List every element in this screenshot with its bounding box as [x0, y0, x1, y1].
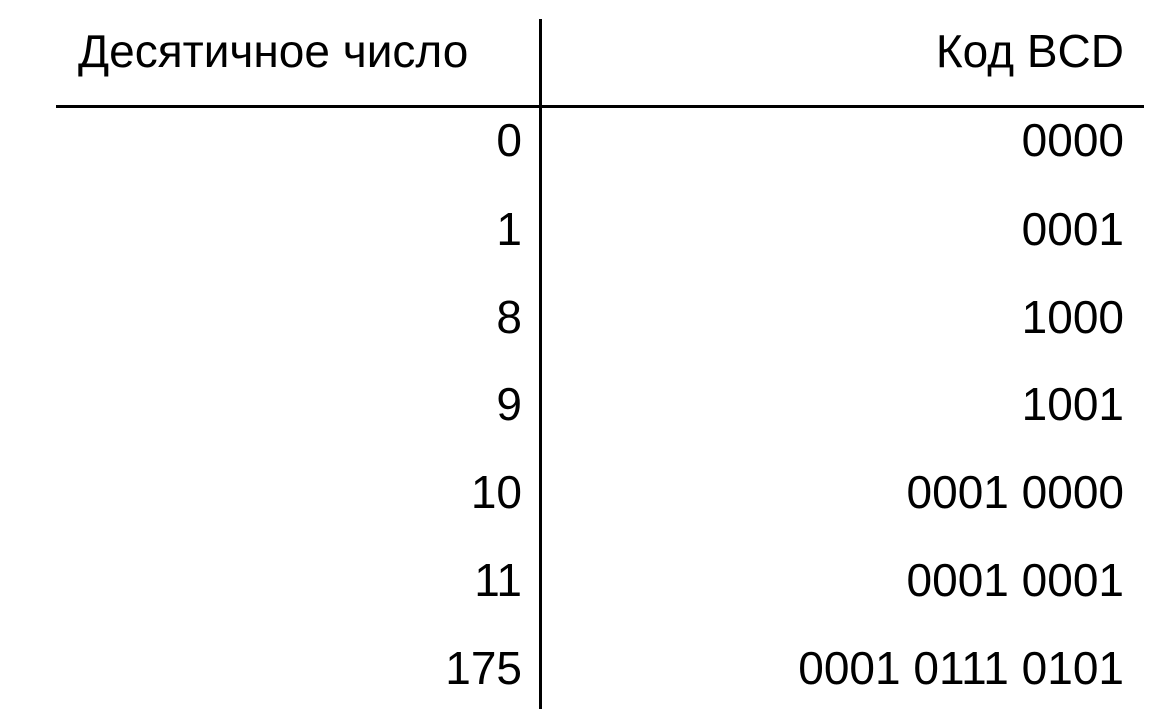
decimal-cell: 11: [474, 554, 522, 606]
bcd-cell: 0000: [1021, 114, 1124, 166]
header-decimal: Десятичное число: [78, 25, 469, 77]
column-divider: [539, 19, 542, 709]
bcd-cell: 0001 0111 0101: [798, 642, 1124, 694]
decimal-cell: 9: [496, 378, 522, 430]
decimal-cell: 0: [496, 114, 522, 166]
bcd-cell: 0001 0001: [906, 554, 1124, 606]
bcd-cell: 1001: [1021, 378, 1124, 430]
bcd-cell: 0001: [1021, 203, 1124, 255]
decimal-cell: 10: [470, 466, 522, 518]
bcd-cell: 0001 0000: [906, 466, 1124, 518]
decimal-cell: 1: [496, 203, 522, 255]
header-bcd: Код BCD: [935, 25, 1124, 77]
decimal-cell: 8: [496, 291, 522, 343]
header-divider: [56, 105, 1144, 108]
bcd-cell: 1000: [1021, 291, 1124, 343]
decimal-cell: 175: [445, 642, 522, 694]
